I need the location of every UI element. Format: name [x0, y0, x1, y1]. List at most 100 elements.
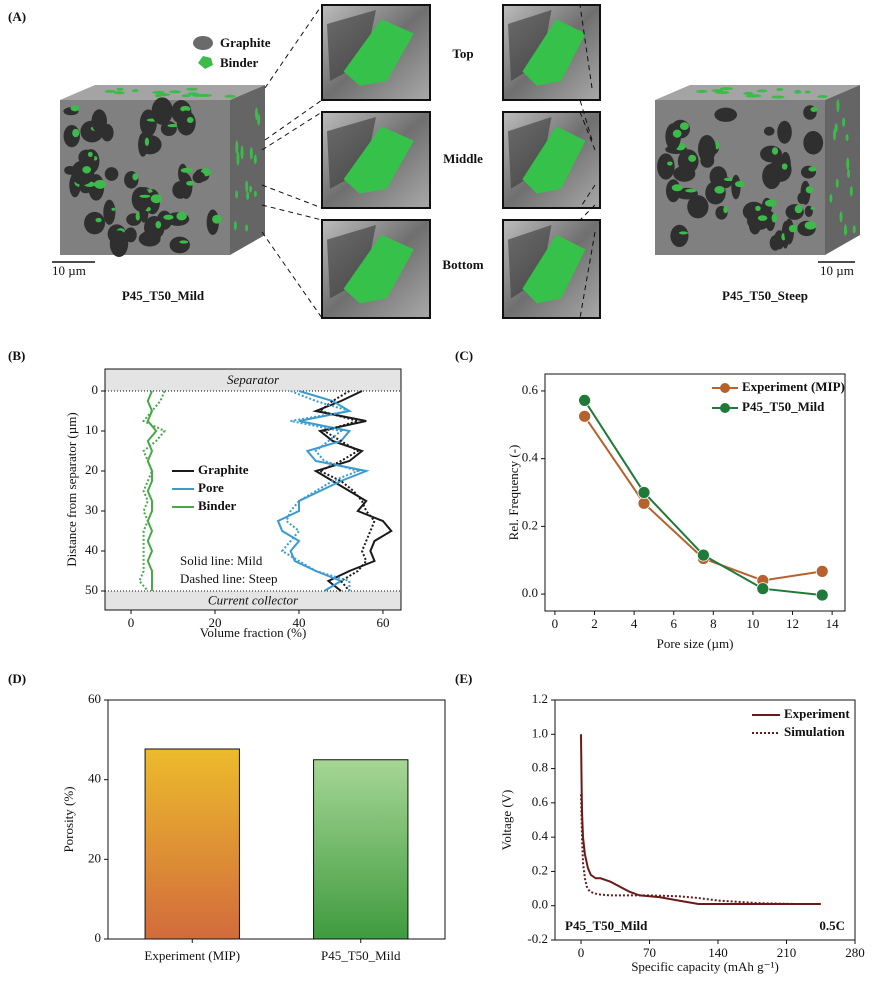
binder-blob [181, 94, 191, 98]
binder-blob [249, 185, 253, 193]
binder-blob [847, 168, 851, 179]
connector [579, 99, 593, 141]
y-tick-label: 50 [85, 582, 98, 597]
binder-blob [764, 199, 777, 207]
y-tick-label: 40 [88, 771, 101, 786]
binder-blob [771, 95, 785, 99]
annotation: P45_T50_Mild [565, 918, 648, 933]
y-tick-label: 0.4 [522, 450, 539, 465]
binder-blob [788, 224, 798, 233]
connector [264, 4, 323, 89]
binder-blob [756, 89, 768, 93]
point [578, 394, 592, 407]
binder-blob [757, 215, 768, 221]
y-tick-label: 0.2 [522, 517, 538, 532]
zoom-binder [522, 19, 586, 86]
x-tick-label: 280 [845, 945, 865, 960]
band-label: Current collector [208, 592, 299, 607]
legend-text: P45_T50_Mild [742, 399, 825, 414]
binder-blob [804, 90, 811, 94]
y-axis-label: Porosity (%) [61, 786, 76, 852]
binder-blob [167, 124, 179, 128]
plot-frame [104, 368, 402, 611]
binder-blob [155, 93, 171, 97]
x-axis-label: Specific capacity (mAh g⁻¹) [631, 959, 779, 974]
binder-blob [685, 188, 697, 193]
pore-blob [103, 199, 116, 225]
bar [313, 759, 409, 940]
binder-blob [240, 145, 244, 160]
binder-blob [212, 214, 222, 224]
binder-blob [755, 205, 761, 211]
pore-blob [714, 107, 738, 122]
binder-blob [152, 90, 165, 94]
x-tick-label: 8 [710, 616, 717, 631]
binder-blob [255, 107, 259, 120]
pore-blob [763, 126, 775, 136]
binder-blob [131, 89, 139, 93]
binder-blob [257, 113, 261, 126]
binder-blob [249, 147, 253, 160]
panel-label: (B) [8, 348, 25, 363]
pore-blob [687, 195, 709, 219]
binder-blob [833, 128, 837, 141]
x-tick-label: P45_T50_Mild [321, 948, 401, 963]
y-tick-label: 0.2 [532, 862, 548, 877]
plot-frame [554, 699, 856, 941]
binder-blob [836, 99, 840, 113]
binder-blob [678, 231, 688, 235]
position-label: Top [452, 46, 473, 61]
binder-blob [843, 224, 847, 236]
sample-label: P45_T50_Steep [722, 288, 808, 303]
scale-label: 10 µm [820, 263, 854, 278]
legend-marker [720, 403, 730, 413]
position-label: Bottom [442, 257, 483, 272]
connector [579, 231, 596, 319]
pore-blob [124, 227, 137, 243]
pore-blob [84, 211, 106, 235]
binder-icon [198, 56, 213, 69]
series-line [146, 390, 158, 591]
binder-blob [132, 173, 139, 181]
connector [264, 99, 323, 141]
plot-frame [544, 373, 846, 612]
connector [579, 204, 596, 221]
pore-blob [71, 160, 95, 186]
binder-blob [695, 89, 708, 93]
binder-blob [72, 128, 80, 138]
pore-blob [677, 149, 699, 174]
binder-blob [186, 87, 198, 91]
binder-blob [781, 163, 788, 170]
binder-blob [87, 151, 93, 157]
y-tick-label: 60 [88, 691, 101, 706]
x-tick-label: 4 [631, 616, 638, 631]
binder-blob [688, 154, 697, 162]
graphite-icon [193, 36, 213, 50]
position-label: Middle [443, 151, 483, 166]
zoom-shadow [327, 117, 376, 189]
annotation: Dashed line: Steep [180, 571, 277, 586]
binder-blob [810, 106, 818, 112]
binder-blob [794, 89, 801, 93]
pore-blob [803, 131, 824, 155]
series-line [276, 390, 370, 592]
binder-blob [723, 177, 735, 182]
series-line [583, 399, 823, 597]
binder-blob [70, 105, 80, 112]
x-tick-label: 210 [777, 945, 797, 960]
x-axis-label: Volume fraction (%) [200, 625, 307, 640]
x-tick-label: 0 [128, 615, 135, 630]
series-line [312, 390, 393, 592]
legend-text: Experiment [784, 706, 850, 721]
binder-blob [236, 151, 240, 166]
legend-text: Graphite [220, 35, 271, 50]
binder-blob [804, 221, 817, 230]
binder-blob [144, 137, 150, 147]
x-tick-label: 20 [209, 615, 222, 630]
y-axis-label: Rel. Frequency (-) [506, 445, 521, 541]
binder-blob [748, 94, 762, 98]
connector [261, 111, 323, 151]
band [105, 591, 401, 610]
